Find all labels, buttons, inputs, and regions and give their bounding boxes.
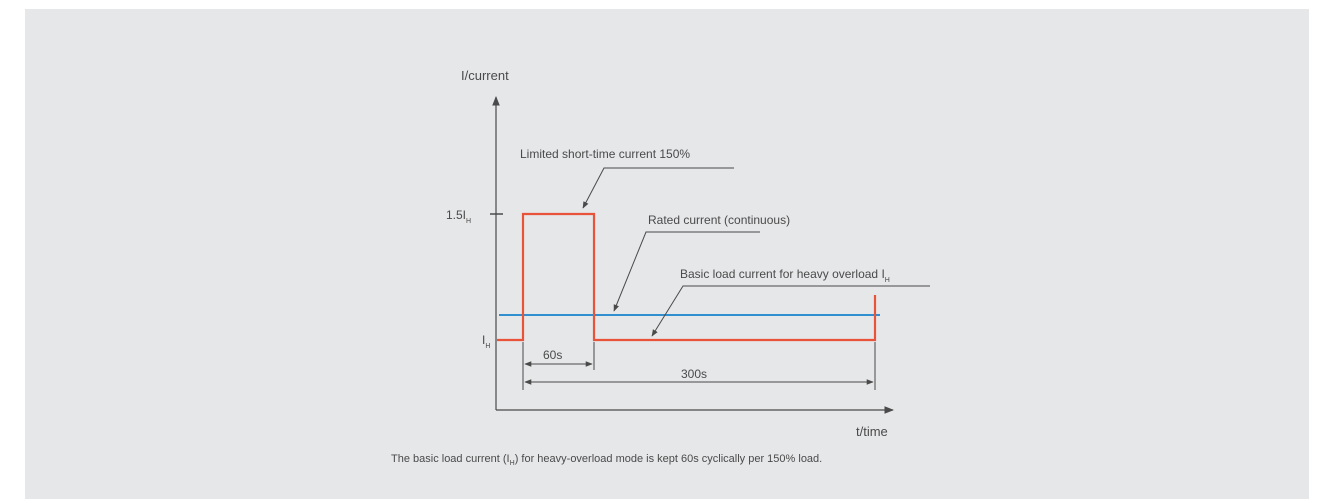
diagram-panel xyxy=(25,9,1309,499)
dim-60s-label: 60s xyxy=(543,348,562,362)
y-tick-base-label: IH xyxy=(482,333,490,350)
annotation-rated-leader xyxy=(613,231,760,312)
annotation-basic-load-leader xyxy=(651,285,930,337)
dim-300s-label: 300s xyxy=(681,367,707,381)
annotation-short-time: Limited short-time current 150% xyxy=(520,147,690,161)
x-axis-label: t/time xyxy=(856,424,888,439)
annotation-short-time-leader xyxy=(582,167,734,209)
caption: The basic load current (IH) for heavy-ov… xyxy=(391,453,822,467)
annotation-basic-load: Basic load current for heavy overload IH xyxy=(680,267,890,284)
y-tick-peak-label: 1.5IH xyxy=(446,208,471,225)
load-profile-line xyxy=(497,212,877,342)
y-axis-label: I/current xyxy=(461,68,509,83)
annotation-rated: Rated current (continuous) xyxy=(648,213,790,227)
